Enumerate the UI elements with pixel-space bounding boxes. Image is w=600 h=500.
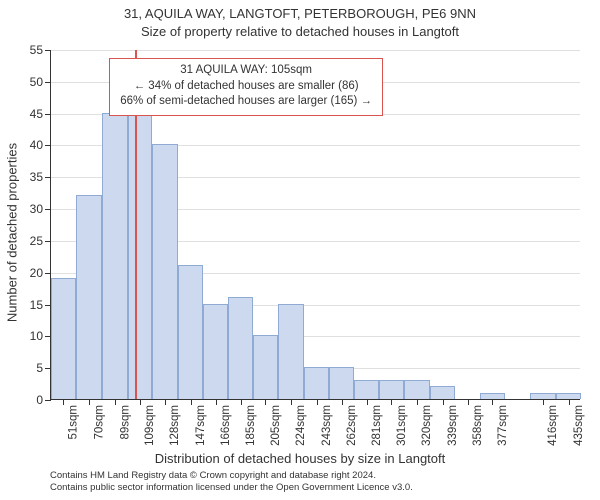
- x-tick-label: 339sqm: [447, 405, 459, 446]
- legend-line: 66% of semi-detached houses are larger (…: [120, 94, 372, 110]
- y-tick-label: 30: [30, 202, 51, 216]
- x-tick: [89, 399, 90, 405]
- histogram-bar: [253, 335, 278, 399]
- legend-line: 31 AQUILA WAY: 105sqm: [120, 63, 372, 79]
- x-tick: [216, 399, 217, 405]
- histogram-bar: [152, 144, 178, 399]
- chart-title-line1: 31, AQUILA WAY, LANGTOFT, PETERBOROUGH, …: [0, 6, 600, 21]
- x-tick-label: 128sqm: [169, 405, 181, 446]
- legend-box: 31 AQUILA WAY: 105sqm← 34% of detached h…: [109, 58, 383, 116]
- histogram-bar: [102, 113, 128, 399]
- y-tick-label: 10: [30, 329, 51, 343]
- chart-root: 31, AQUILA WAY, LANGTOFT, PETERBOROUGH, …: [0, 0, 600, 500]
- x-axis-label: Distribution of detached houses by size …: [0, 451, 600, 466]
- x-tick-label: 205sqm: [269, 405, 281, 446]
- histogram-bar: [76, 195, 102, 399]
- x-tick-label: 320sqm: [421, 405, 433, 446]
- x-tick: [468, 399, 469, 405]
- histogram-bar: [304, 367, 329, 399]
- histogram-bar: [203, 304, 228, 399]
- plot-area: 051015202530354045505551sqm70sqm89sqm109…: [50, 50, 580, 400]
- histogram-bar: [128, 106, 152, 399]
- x-tick: [115, 399, 116, 405]
- y-tick-label: 0: [36, 393, 51, 407]
- histogram-bar: [228, 297, 253, 399]
- histogram-bar: [178, 265, 203, 399]
- x-tick-label: 416sqm: [547, 405, 559, 446]
- x-tick: [140, 399, 141, 405]
- x-tick: [543, 399, 544, 405]
- histogram-bar: [379, 380, 404, 399]
- attribution-text: Contains HM Land Registry data © Crown c…: [50, 470, 590, 494]
- y-tick-label: 20: [30, 266, 51, 280]
- histogram-bar: [404, 380, 430, 399]
- chart-title-line2: Size of property relative to detached ho…: [0, 24, 600, 39]
- x-tick: [569, 399, 570, 405]
- y-tick-label: 50: [30, 75, 51, 89]
- x-tick-label: 262sqm: [346, 405, 358, 446]
- x-tick: [63, 399, 64, 405]
- y-tick-label: 40: [30, 138, 51, 152]
- x-tick-label: 185sqm: [245, 405, 257, 446]
- x-tick-label: 109sqm: [144, 405, 156, 446]
- histogram-bar: [354, 380, 379, 399]
- y-tick-label: 45: [30, 107, 51, 121]
- x-tick-label: 243sqm: [321, 405, 333, 446]
- x-tick: [443, 399, 444, 405]
- y-tick-label: 55: [30, 43, 51, 57]
- x-tick: [367, 399, 368, 405]
- y-tick-label: 5: [36, 361, 51, 375]
- x-tick-label: 224sqm: [295, 405, 307, 446]
- x-tick-label: 435sqm: [573, 405, 585, 446]
- y-tick-label: 25: [30, 234, 51, 248]
- x-tick: [191, 399, 192, 405]
- x-tick-label: 377sqm: [496, 405, 508, 446]
- x-tick: [241, 399, 242, 405]
- x-tick-label: 89sqm: [119, 405, 131, 440]
- gridline: [51, 50, 580, 51]
- x-tick: [291, 399, 292, 405]
- x-tick: [342, 399, 343, 405]
- legend-line: ← 34% of detached houses are smaller (86…: [120, 79, 372, 95]
- x-tick: [265, 399, 266, 405]
- x-tick: [165, 399, 166, 405]
- x-tick-label: 147sqm: [195, 405, 207, 446]
- histogram-bar: [430, 386, 455, 399]
- x-tick-label: 166sqm: [220, 405, 232, 446]
- y-axis-label: Number of detached properties: [5, 143, 20, 322]
- x-tick: [317, 399, 318, 405]
- x-tick-label: 70sqm: [93, 405, 105, 440]
- x-tick: [492, 399, 493, 405]
- x-tick-label: 358sqm: [472, 405, 484, 446]
- x-tick: [391, 399, 392, 405]
- y-tick-label: 35: [30, 170, 51, 184]
- x-tick-label: 51sqm: [67, 405, 79, 440]
- x-tick-label: 281sqm: [371, 405, 383, 446]
- histogram-bar: [329, 367, 354, 399]
- histogram-bar: [51, 278, 76, 399]
- x-tick-label: 301sqm: [395, 405, 407, 446]
- y-tick-label: 15: [30, 298, 51, 312]
- x-tick: [417, 399, 418, 405]
- histogram-bar: [278, 304, 304, 399]
